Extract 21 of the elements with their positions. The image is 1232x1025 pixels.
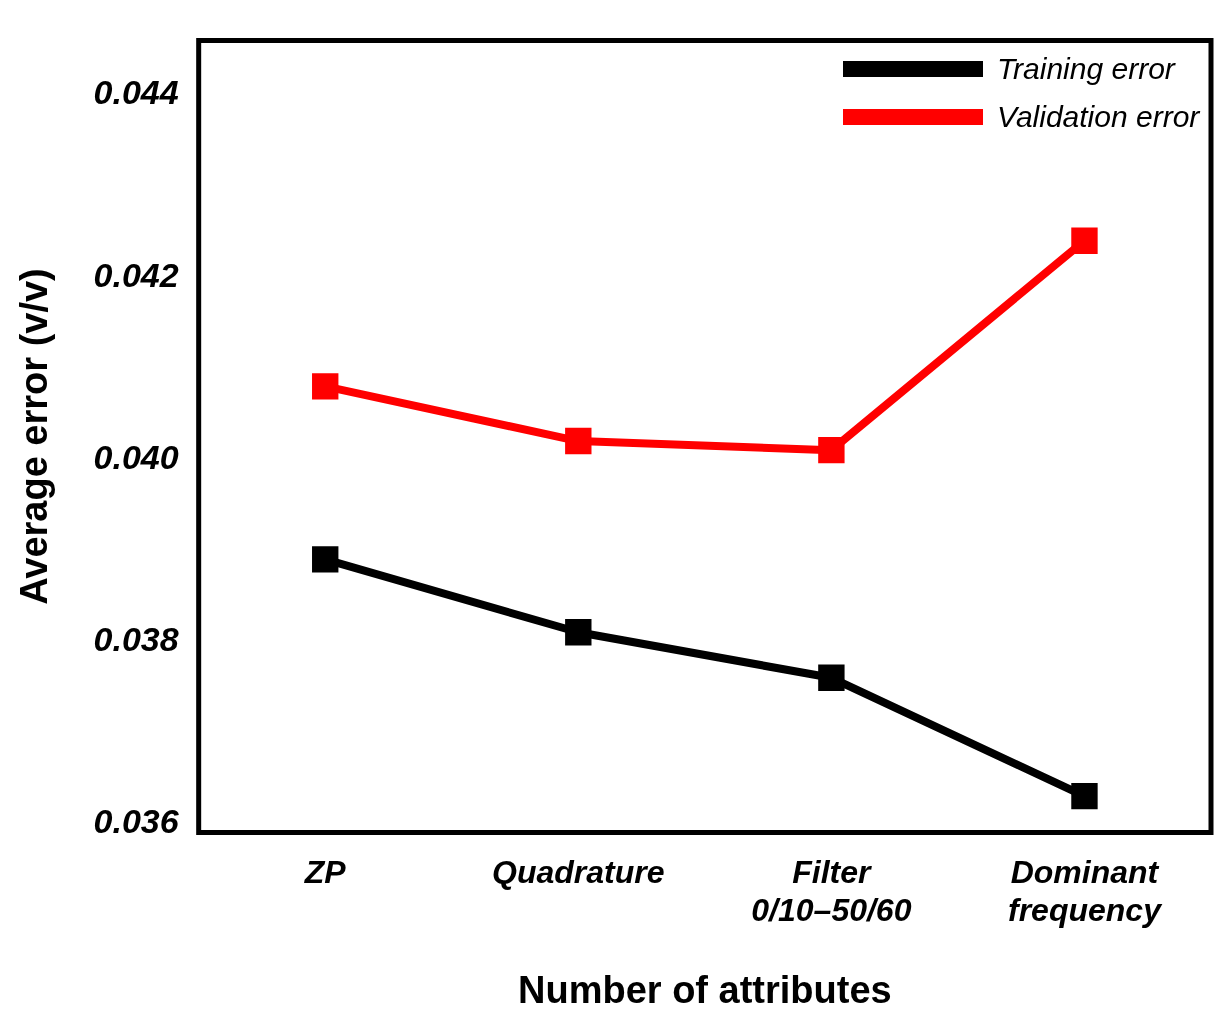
x-tick-label: Dominant frequency [1007,853,1164,929]
y-tick-label: 0.036 [93,801,180,840]
legend-label: Training error [997,52,1175,87]
point [818,664,845,691]
y-tick-label: 0.044 [93,73,179,112]
point [818,436,845,464]
point [312,546,339,573]
legend-label: Validation error [997,100,1200,135]
point [565,619,592,646]
y-tick-label: 0.040 [93,437,179,476]
y-tick-label: 0.038 [93,619,179,658]
point [1071,782,1098,810]
x-axis-title: Number of attributes [517,968,892,1011]
x-tick-label: Quadrature [492,853,665,890]
point [1071,227,1098,254]
y-tick-label: 0.042 [93,255,179,294]
y-axis-title: Average error (v/v) [13,268,56,605]
x-tick-label: ZP [303,853,347,890]
point [565,427,592,455]
x-tick-label: Filter 0/10–50/60 [751,853,912,929]
point [312,373,339,400]
